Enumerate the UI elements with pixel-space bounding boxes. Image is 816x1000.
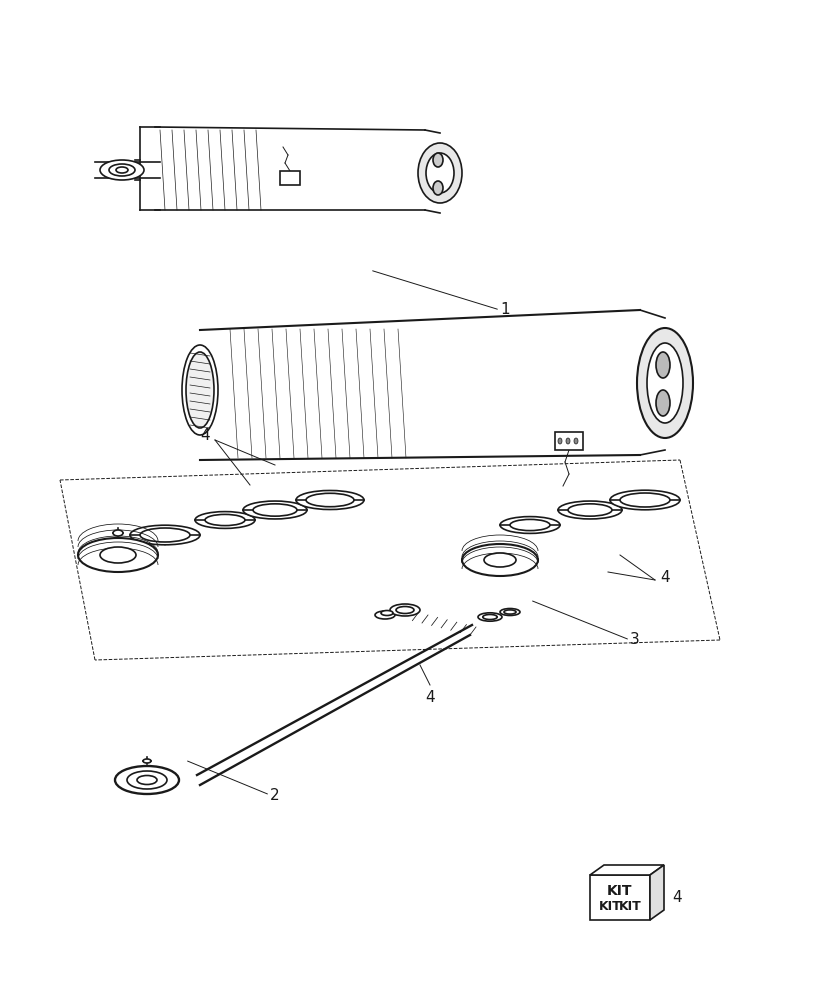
Ellipse shape — [137, 776, 157, 784]
Ellipse shape — [205, 514, 245, 526]
Ellipse shape — [100, 160, 144, 180]
Ellipse shape — [182, 345, 218, 435]
Ellipse shape — [484, 553, 516, 567]
Ellipse shape — [483, 614, 497, 620]
Ellipse shape — [113, 530, 123, 536]
Ellipse shape — [195, 512, 255, 528]
Polygon shape — [590, 875, 650, 920]
Ellipse shape — [140, 528, 190, 542]
Ellipse shape — [78, 538, 158, 572]
Ellipse shape — [390, 604, 420, 616]
Ellipse shape — [647, 343, 683, 423]
Text: 4: 4 — [660, 570, 670, 585]
Ellipse shape — [433, 181, 443, 195]
Ellipse shape — [504, 610, 516, 614]
Ellipse shape — [375, 611, 395, 619]
Polygon shape — [650, 865, 664, 920]
Ellipse shape — [127, 771, 167, 789]
Ellipse shape — [115, 766, 179, 794]
Text: KIT: KIT — [607, 884, 632, 898]
Ellipse shape — [296, 490, 364, 510]
Ellipse shape — [637, 328, 693, 438]
Ellipse shape — [478, 613, 502, 621]
Ellipse shape — [656, 390, 670, 416]
Ellipse shape — [568, 504, 612, 516]
Ellipse shape — [500, 517, 560, 533]
Ellipse shape — [433, 153, 443, 167]
Ellipse shape — [253, 504, 297, 516]
Ellipse shape — [558, 438, 562, 444]
Ellipse shape — [381, 610, 393, 615]
Ellipse shape — [100, 547, 136, 563]
Ellipse shape — [656, 352, 670, 378]
Text: 1: 1 — [500, 302, 510, 318]
Ellipse shape — [510, 519, 550, 531]
Text: 2: 2 — [270, 788, 280, 802]
Ellipse shape — [116, 167, 128, 173]
Text: 3: 3 — [630, 633, 640, 648]
Polygon shape — [590, 865, 664, 875]
Ellipse shape — [500, 608, 520, 615]
Ellipse shape — [143, 759, 151, 763]
Ellipse shape — [610, 490, 680, 510]
Ellipse shape — [426, 153, 454, 193]
Text: KIT: KIT — [599, 900, 621, 913]
Ellipse shape — [130, 525, 200, 545]
Ellipse shape — [186, 352, 214, 428]
Ellipse shape — [306, 493, 354, 507]
Ellipse shape — [574, 438, 578, 444]
Ellipse shape — [109, 164, 135, 176]
Text: 4: 4 — [672, 890, 681, 905]
Ellipse shape — [243, 501, 307, 519]
Bar — [555, 432, 583, 450]
Bar — [280, 171, 300, 185]
Text: 4: 4 — [425, 690, 435, 705]
Text: 4: 4 — [201, 428, 210, 442]
Ellipse shape — [620, 493, 670, 507]
Ellipse shape — [566, 438, 570, 444]
Text: KIT: KIT — [619, 900, 641, 913]
Ellipse shape — [558, 501, 622, 519]
Ellipse shape — [418, 143, 462, 203]
Ellipse shape — [396, 606, 414, 613]
Ellipse shape — [462, 544, 538, 576]
